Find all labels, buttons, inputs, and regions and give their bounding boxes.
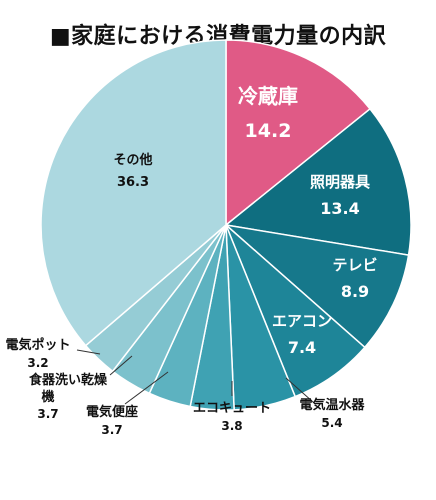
leader-line [285,377,314,403]
slice-label: エアコン [272,312,332,330]
pie-slice [224,107,412,256]
slice-label: エコキュート [193,401,271,416]
slice-value: 3.7 [37,407,58,421]
slice-label: 電気便座 [86,404,138,420]
leader-line [76,349,101,355]
leader-line [109,355,133,376]
pie-slice [40,39,227,347]
slice-label: 機 [41,389,54,405]
slice-value: 13.4 [320,199,359,218]
slice-label: テレビ [332,256,377,274]
slice-label: 食器洗い乾燥 [29,372,108,388]
slice-value: 36.3 [117,175,149,190]
slice-label: 冷蔵庫 [238,84,298,108]
slice-label: 電気温水器 [299,397,365,413]
slice-value: 7.4 [288,338,316,357]
slice-label: その他 [113,152,152,168]
leader-line [124,371,169,405]
slice-value: 3.7 [101,423,122,437]
slice-label: 電気ポット [5,337,70,353]
slice-value: 8.9 [341,282,369,301]
pie-slice [225,39,372,227]
slice-label: 照明器具 [310,173,370,191]
slice-value: 3.2 [27,356,48,370]
slice-value: 14.2 [245,120,292,142]
slice-value: 5.4 [321,416,342,430]
slice-value: 3.8 [221,419,242,433]
pie-slice [223,223,410,349]
